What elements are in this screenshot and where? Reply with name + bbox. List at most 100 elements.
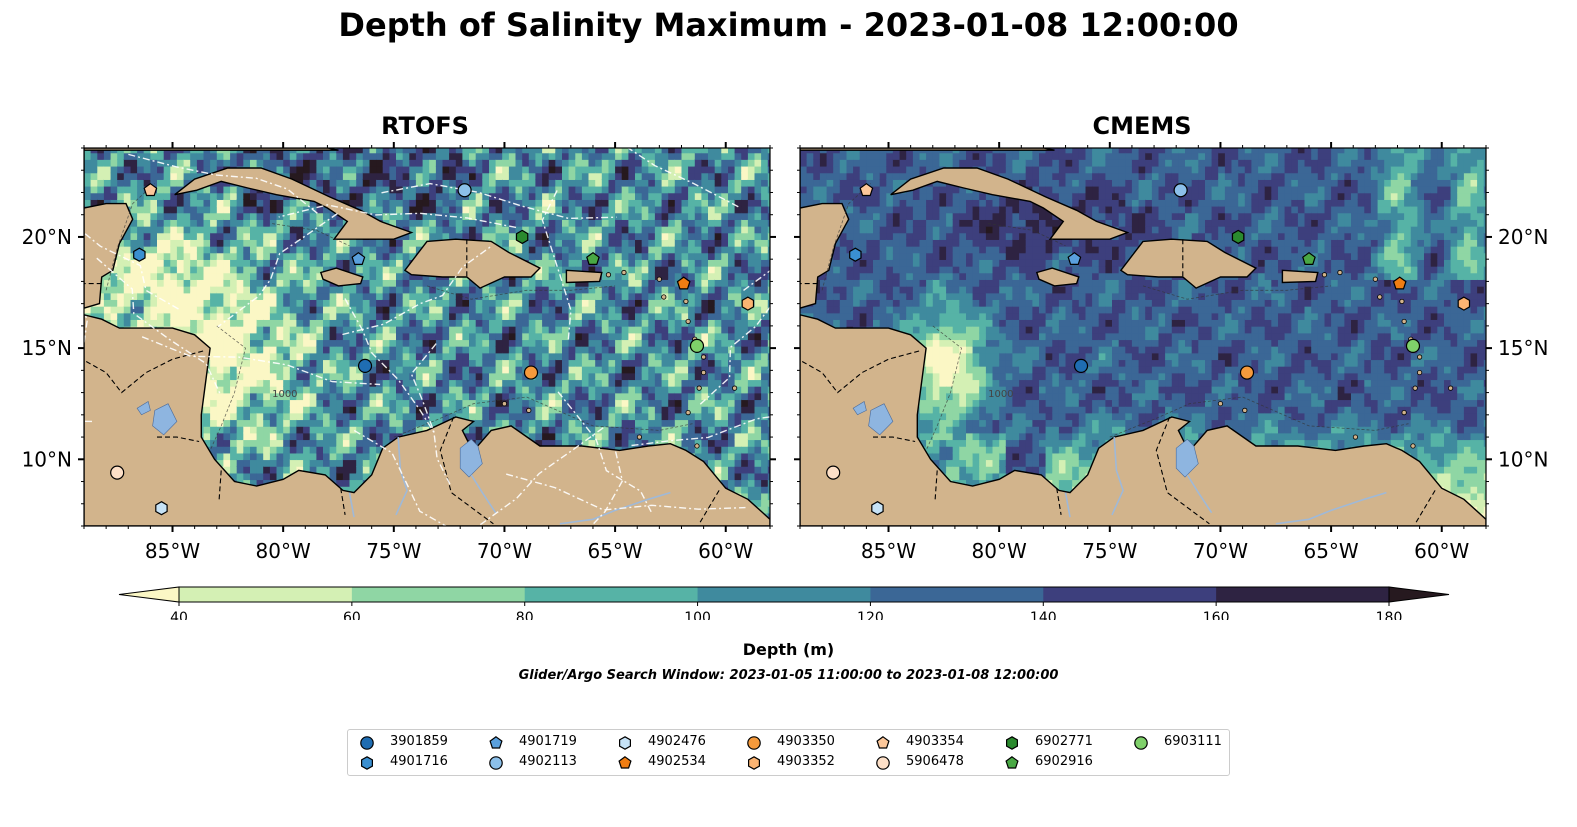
colorbar-bin <box>870 587 1044 602</box>
float-marker-4901719 <box>1067 251 1082 265</box>
colorbar-bin <box>697 587 871 602</box>
float-marker-4903354 <box>143 182 158 197</box>
colorbar-tick-label: 160 <box>1203 610 1230 620</box>
colorbar-tick-label: 80 <box>516 610 534 620</box>
colorbar-label: Depth (m) <box>742 640 835 659</box>
rtofs-lon-tick-label: 75°W <box>366 539 421 563</box>
cmems-lat-tick-label: 20°N <box>1498 225 1548 249</box>
panel-title-cmems: CMEMS <box>1092 112 1192 140</box>
colorbar-tick-label: 120 <box>857 610 884 620</box>
rtofs-contour-label: 1000 <box>272 389 297 400</box>
rtofs-land: 1000 <box>84 148 770 526</box>
cmems-contour-label: 1000 <box>988 389 1013 400</box>
rtofs-lon-tick-label: 65°W <box>587 539 642 563</box>
colorbar-tick-label: 180 <box>1376 610 1403 620</box>
float-marker-6903111 <box>689 338 705 353</box>
float-marker-4902534 <box>676 276 691 290</box>
legend-marker-pentagon <box>1005 756 1019 769</box>
rtofs-map: 1000 85°W 80°W 75°W 70°W 65°W 60°W 20°N 15°N 10°N <box>22 142 776 563</box>
legend-marker-pentagon <box>618 756 632 769</box>
cmems-map: 1000 85°W 80°W 75°W 70°W 65°W 60°W 20°N 15°N 10°N <box>794 142 1548 563</box>
float-marker-6902771 <box>1231 229 1245 245</box>
glider-tracks <box>84 148 770 526</box>
rtofs-lat-tick-label: 20°N <box>22 225 72 249</box>
float-marker-4902476 <box>871 501 884 516</box>
legend-label: 6902916 <box>1035 754 1093 769</box>
legend-label: 4901719 <box>519 734 577 749</box>
float-marker-4903352 <box>1457 296 1471 311</box>
float-marker-4901716 <box>849 247 862 262</box>
cmems-land: 1000 <box>800 148 1486 526</box>
legend-label: 6902771 <box>1035 734 1093 749</box>
colorbar-bin <box>351 587 526 602</box>
float-marker-4902476 <box>155 501 168 516</box>
rtofs-lat-tick-label: 15°N <box>22 336 72 360</box>
rtofs-lat-tick-label: 10°N <box>22 447 72 471</box>
float-marker-5906478 <box>110 465 125 480</box>
float-marker-4902534 <box>1392 276 1407 290</box>
float-legend: 3901859 4901716 4901719 4902113 4902476 49025… <box>347 729 1230 776</box>
colorbar-tick-label: 140 <box>1030 610 1057 620</box>
search-window-note: Glider/Argo Search Window: 2023-01-05 11… <box>518 668 1059 683</box>
float-marker-4901716 <box>133 247 146 262</box>
legend-marker-circle <box>360 736 374 750</box>
rtofs-lon-tick-label: 70°W <box>477 539 532 563</box>
legend-label: 5906478 <box>906 754 964 769</box>
legend-label: 4902113 <box>519 754 577 769</box>
rtofs-lon-tick-label: 85°W <box>145 539 200 563</box>
cmems-lon-tick-label: 80°W <box>972 539 1027 563</box>
legend-label: 4903354 <box>906 734 964 749</box>
legend-marker-pentagon <box>489 736 503 749</box>
cmems-lon-tick-label: 60°W <box>1414 539 1469 563</box>
legend-marker-hexagon <box>618 736 631 750</box>
legend-marker-circle <box>489 756 503 770</box>
legend-marker-circle <box>1134 736 1148 750</box>
rtofs-lon-tick-label: 80°W <box>256 539 311 563</box>
cmems-lon-tick-label: 65°W <box>1303 539 1358 563</box>
legend-marker-circle <box>876 756 890 770</box>
colorbar-bin <box>524 587 699 602</box>
figure-title: Depth of Salinity Maximum - 2023-01-08 1… <box>338 6 1239 44</box>
legend-label: 3901859 <box>390 734 448 749</box>
cmems-lat-tick-label: 10°N <box>1498 447 1548 471</box>
cmems-lon-tick-label: 85°W <box>861 539 916 563</box>
colorbar-tick-label: 100 <box>684 610 711 620</box>
legend-label: 4901716 <box>390 754 448 769</box>
float-marker-3901859 <box>1073 358 1089 374</box>
legend-marker-hexagon <box>360 756 373 770</box>
rtofs-lon-tick-label: 60°W <box>698 539 753 563</box>
float-marker-6902916 <box>586 251 600 265</box>
legend-label: 6903111 <box>1164 734 1222 749</box>
cmems-lon-tick-label: 75°W <box>1082 539 1137 563</box>
float-marker-4903350 <box>1239 365 1255 380</box>
float-marker-4902113 <box>1173 183 1188 198</box>
legend-marker-circle <box>747 736 761 750</box>
legend-marker-pentagon <box>876 736 890 749</box>
float-marker-4903354 <box>859 182 874 197</box>
colorbar-tick-label: 40 <box>170 610 188 620</box>
legend-marker-hexagon <box>747 756 760 770</box>
legend-label: 4903352 <box>777 754 835 769</box>
float-marker-4903350 <box>523 365 539 380</box>
colorbar: 40 60 80 100 120 140 160 180 <box>118 586 1450 620</box>
float-marker-5906478 <box>826 465 841 480</box>
float-marker-6902771 <box>515 229 529 245</box>
legend-label: 4903350 <box>777 734 835 749</box>
map-figure: 1000 85°W 80°W 75°W 70°W 65°W 60°W 20°N 15°N 10°N… <box>22 142 1548 620</box>
panel-title-rtofs: RTOFS <box>381 112 469 140</box>
colorbar-bin <box>179 587 353 602</box>
float-marker-4902113 <box>457 183 472 198</box>
float-marker-6903111 <box>1405 338 1421 353</box>
cmems-lon-tick-label: 70°W <box>1193 539 1248 563</box>
colorbar-bin <box>1216 587 1390 602</box>
float-marker-4901719 <box>351 251 366 265</box>
legend-marker-hexagon <box>1005 736 1018 750</box>
float-marker-3901859 <box>357 358 373 374</box>
float-marker-4903352 <box>741 296 755 311</box>
colorbar-tick-label: 60 <box>343 610 361 620</box>
cmems-lat-tick-label: 15°N <box>1498 336 1548 360</box>
legend-label: 4902476 <box>648 734 706 749</box>
colorbar-bin <box>1043 587 1217 602</box>
float-marker-6902916 <box>1302 251 1316 265</box>
legend-label: 4902534 <box>648 754 706 769</box>
